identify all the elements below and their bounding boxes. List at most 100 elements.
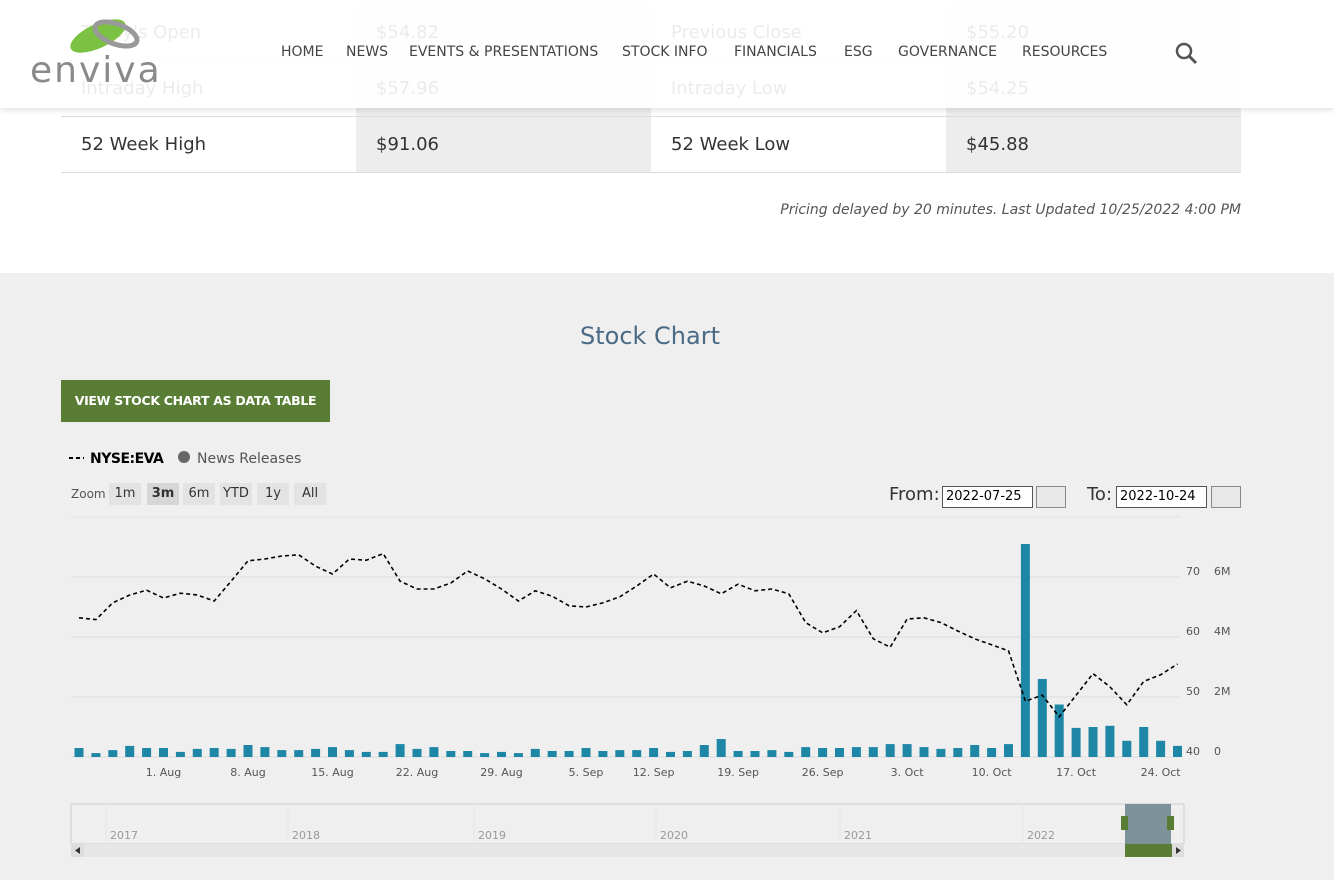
x-tick-label: 8. Aug (230, 766, 265, 779)
from-calendar[interactable] (1036, 486, 1066, 508)
nav-item[interactable]: EVENTS & PRESENTATIONS (409, 44, 599, 60)
volume-bar (615, 750, 625, 757)
to-calendar[interactable] (1211, 486, 1241, 508)
volume-bar (547, 751, 557, 757)
zoom-button[interactable]: 3m (147, 483, 179, 505)
zoom-button[interactable]: 6m (183, 483, 215, 505)
volume-bar (1037, 679, 1047, 757)
to-input[interactable]: 2022-10-24 (1116, 486, 1207, 508)
quote-value: $91.06 (356, 116, 651, 173)
zoom-label: Zoom (71, 487, 106, 501)
y2-tick-label: 2M (1214, 685, 1231, 698)
table-row: 52 Week High $91.06 52 Week Low $45.88 (61, 116, 1241, 173)
y2-tick-label: 0 (1214, 745, 1221, 758)
volume-bar (564, 751, 574, 757)
x-tick-label: 1. Aug (146, 766, 181, 779)
section-title: Stock Chart (579, 322, 720, 350)
navigator-label: 2021 (844, 829, 872, 842)
volume-bar (1122, 740, 1132, 757)
volume-bar (1004, 744, 1013, 757)
navigator-label: 2017 (110, 829, 138, 842)
nav-item[interactable]: ESG (844, 44, 873, 60)
volume-bar (446, 751, 456, 757)
quote-label: 52 Week Low (651, 116, 946, 173)
volume-bar (530, 748, 540, 757)
volume-bar (192, 748, 202, 757)
volume-bar (412, 748, 422, 757)
volume-bar (835, 748, 844, 757)
volume-bar (699, 745, 709, 757)
volume-bar (277, 750, 287, 757)
volume-bar (1105, 725, 1115, 757)
data-table-button[interactable]: VIEW STOCK CHART AS DATA TABLE (61, 380, 330, 422)
y-tick-label: 60 (1186, 625, 1200, 638)
volume-bar (784, 751, 794, 757)
volume-bar (970, 745, 980, 757)
volume-bar (108, 750, 118, 757)
quote-value: $45.88 (946, 116, 1241, 173)
header: enviva HOME NEWS EVENTS & PRESENTATIONS STO… (0, 0, 1334, 108)
x-tick-label: 3. Oct (891, 766, 925, 779)
volume-bar (1139, 727, 1149, 757)
price-line (78, 552, 1178, 719)
volume-bar (818, 748, 828, 757)
from-input[interactable]: 2022-07-25 (942, 486, 1033, 508)
volume-bar (159, 748, 168, 757)
nav-item[interactable]: NEWS (346, 44, 389, 60)
volume-bar (733, 751, 743, 757)
x-tick-label: 26. Sep (802, 766, 844, 779)
x-tick-label: 29. Aug (480, 766, 522, 779)
volume-bar (328, 747, 337, 757)
volume-bar (480, 753, 490, 757)
volume-bar (598, 751, 608, 757)
volume-bar (767, 750, 777, 757)
volume-bar (936, 748, 946, 757)
legend-news[interactable]: News Releases (197, 451, 301, 467)
volume-bar (1173, 745, 1182, 757)
zoom-button[interactable]: 1y (257, 483, 289, 505)
x-tick-label: 24. Oct (1141, 766, 1182, 779)
legend-series[interactable]: NYSE:EVA (90, 451, 165, 467)
volume-bar (1071, 727, 1081, 757)
search-icon[interactable] (1175, 42, 1199, 66)
to-label: To: (1087, 484, 1113, 505)
volume-bar (260, 747, 270, 757)
nav-item[interactable]: GOVERNANCE (898, 44, 997, 60)
x-tick-label: 5. Sep (569, 766, 604, 779)
volume-bar (1054, 704, 1064, 757)
volume-bar (868, 747, 878, 757)
zoom-button[interactable]: 1m (109, 483, 141, 505)
volume-bar (513, 753, 523, 757)
volume-bar (226, 748, 236, 757)
volume-bar (175, 751, 185, 757)
zoom-button[interactable]: All (294, 483, 326, 505)
logo-text: enviva (30, 50, 162, 90)
y2-tick-label: 6M (1214, 565, 1231, 578)
volume-bar (463, 751, 473, 757)
zoom-button[interactable]: YTD (220, 483, 252, 505)
x-tick-label: 22. Aug (396, 766, 438, 779)
y2-tick-label: 4M (1214, 625, 1231, 638)
nav-item[interactable]: STOCK INFO (622, 44, 708, 60)
volume-bar (885, 744, 895, 757)
nav-item[interactable]: HOME (281, 44, 324, 60)
volume-bar (91, 753, 101, 757)
volume-bar (801, 747, 811, 757)
volume-bar (716, 739, 726, 757)
volume-bar (581, 748, 591, 757)
nav-item[interactable]: RESOURCES (1022, 44, 1108, 60)
volume-bar (311, 748, 321, 757)
volume-bar (1156, 740, 1166, 757)
x-tick-label: 12. Sep (633, 766, 675, 779)
nav-item[interactable]: FINANCIALS (734, 44, 817, 60)
volume-bar (1020, 544, 1030, 757)
volume-bar (1088, 727, 1098, 757)
logo[interactable]: enviva (28, 14, 168, 90)
volume-bar (209, 748, 219, 757)
volume-bar (125, 745, 135, 757)
volume-bar (919, 747, 929, 757)
volume-bar (74, 748, 84, 757)
volume-bar (361, 751, 371, 757)
volume-bar (497, 751, 506, 757)
